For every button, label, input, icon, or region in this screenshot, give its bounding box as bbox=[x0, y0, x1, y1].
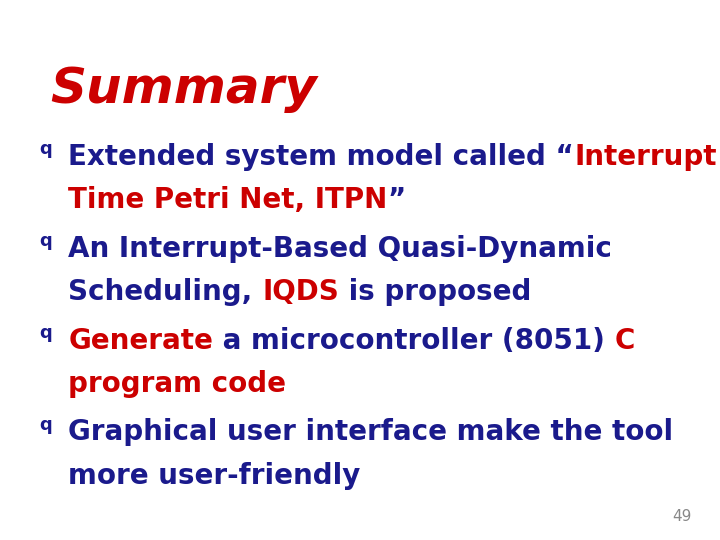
Text: is proposed: is proposed bbox=[339, 278, 531, 306]
Text: q: q bbox=[40, 232, 53, 250]
Text: C: C bbox=[615, 327, 635, 355]
Text: Time Petri Net, ITPN: Time Petri Net, ITPN bbox=[68, 186, 387, 214]
Text: program code: program code bbox=[68, 370, 287, 398]
Text: more user-friendly: more user-friendly bbox=[68, 462, 361, 490]
Text: Generate: Generate bbox=[68, 327, 213, 355]
Text: q: q bbox=[40, 416, 53, 434]
Text: q: q bbox=[40, 140, 53, 158]
Text: Extended system model called “: Extended system model called “ bbox=[68, 143, 574, 171]
Text: a microcontroller (8051): a microcontroller (8051) bbox=[213, 327, 615, 355]
Text: Scheduling,: Scheduling, bbox=[68, 278, 262, 306]
Text: 49: 49 bbox=[672, 509, 691, 524]
Text: IQDS: IQDS bbox=[262, 278, 339, 306]
Text: q: q bbox=[40, 324, 53, 342]
Text: ”: ” bbox=[387, 186, 406, 214]
Text: An Interrupt-Based Quasi-Dynamic: An Interrupt-Based Quasi-Dynamic bbox=[68, 235, 612, 263]
Text: Graphical user interface make the tool: Graphical user interface make the tool bbox=[68, 418, 673, 447]
Text: Interrupt: Interrupt bbox=[574, 143, 716, 171]
Text: Summary: Summary bbox=[50, 65, 318, 113]
